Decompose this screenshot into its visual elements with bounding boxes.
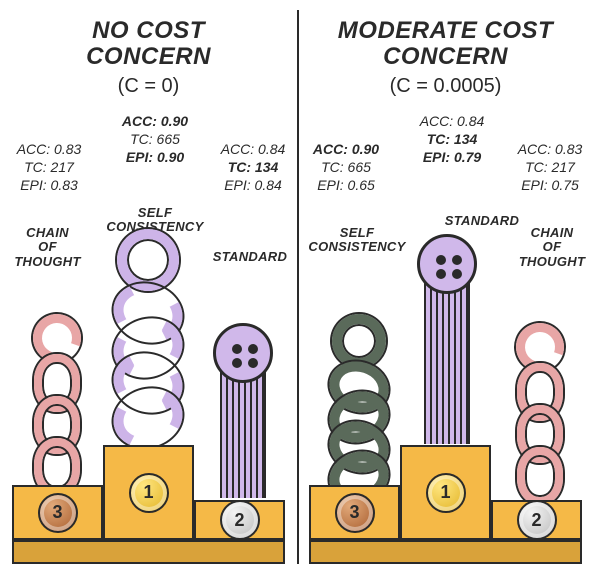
figure-column-icon <box>412 234 482 444</box>
method-label-second: CHAIN OF THOUGHT <box>0 226 95 269</box>
title-line1: NO COST <box>92 17 205 44</box>
medal-gold-icon: 1 <box>426 473 466 513</box>
metrics-third: ACC: 0.83 TC: 217 EPI: 0.75 <box>507 140 593 195</box>
panel-moderate-cost: MODERATE COST CONCERN (C = 0.0005) ACC: … <box>297 0 594 574</box>
podium-step-left: 3 <box>309 485 400 540</box>
podium: 3 1 2 <box>12 424 285 564</box>
podium-step-left: 3 <box>12 485 103 540</box>
metrics-second: ACC: 0.90 TC: 665 EPI: 0.65 <box>301 140 391 195</box>
panel-subtitle: (C = 0) <box>0 75 297 98</box>
title-line2: CONCERN <box>383 43 508 70</box>
podium-base <box>309 540 582 564</box>
title-line2: CONCERN <box>86 43 211 70</box>
method-label-third: CHAIN OF THOUGHT <box>512 226 592 269</box>
metrics-first: ACC: 0.84 TC: 134 EPI: 0.79 <box>397 112 507 167</box>
panel-subtitle: (C = 0.0005) <box>297 75 594 98</box>
podium-step-center: 1 <box>400 445 491 540</box>
podium-base <box>12 540 285 564</box>
panel-no-cost: NO COST CONCERN (C = 0) ACC: 0.90 TC: 66… <box>0 0 297 574</box>
figure-self-consistency-icon <box>100 229 195 444</box>
title-line1: MODERATE COST <box>338 17 553 44</box>
metrics-second: ACC: 0.83 TC: 217 EPI: 0.83 <box>4 140 94 195</box>
podium-step-right: 2 <box>491 500 582 540</box>
metrics-first: ACC: 0.90 TC: 665 EPI: 0.90 <box>100 112 210 167</box>
metrics-third: ACC: 0.84 TC: 134 EPI: 0.84 <box>210 140 296 195</box>
medal-bronze-icon: 3 <box>38 493 78 533</box>
podium-step-center: 1 <box>103 445 194 540</box>
method-label-third: STANDARD <box>205 250 295 264</box>
method-label-second: SELF CONSISTENCY <box>297 226 417 255</box>
panel-title: NO COST CONCERN <box>0 18 297 71</box>
medal-bronze-icon: 3 <box>335 493 375 533</box>
medal-gold-icon: 1 <box>129 473 169 513</box>
podium-step-right: 2 <box>194 500 285 540</box>
medal-silver-icon: 2 <box>220 500 260 540</box>
podium: 3 1 2 <box>309 424 582 564</box>
medal-silver-icon: 2 <box>517 500 557 540</box>
panel-title: MODERATE COST CONCERN <box>297 18 594 71</box>
